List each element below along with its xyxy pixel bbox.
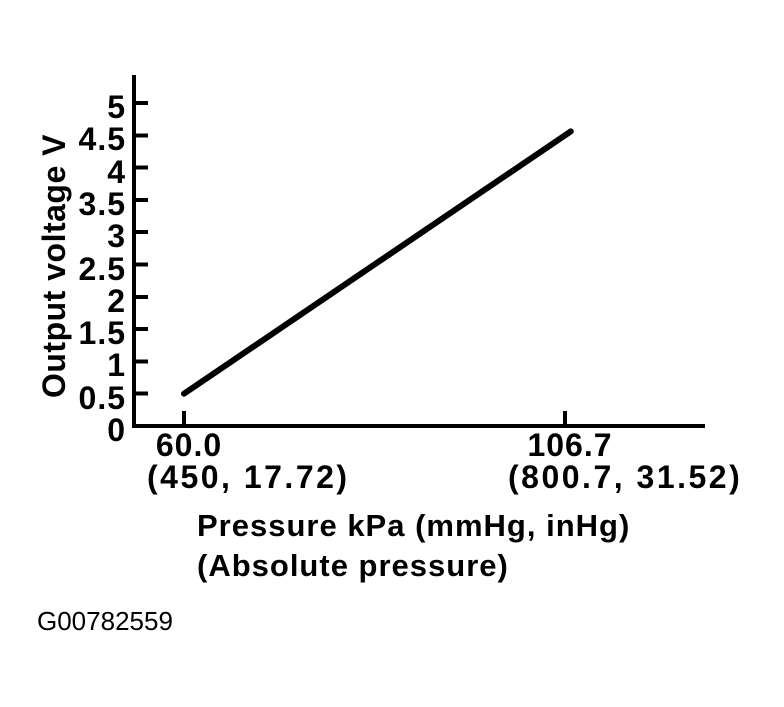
y-tick-label: 5	[107, 89, 126, 125]
y-tick-label: 0.5	[78, 379, 126, 416]
data-line	[181, 128, 574, 397]
y-tick-label: 1	[107, 347, 126, 384]
x-tick-label: 106.7	[527, 427, 613, 463]
y-tick-label: 2.5	[78, 250, 126, 287]
x-axis-title-line2: (Absolute pressure)	[197, 548, 509, 583]
y-tick-label: 2	[107, 282, 126, 319]
y-tick-label: 3	[107, 218, 126, 255]
y-tick-label: 4	[107, 153, 126, 190]
y-axis-title: Output voltage V	[36, 134, 72, 398]
y-tick-label: 1.5	[78, 315, 126, 352]
x-axis-title-line1: Pressure kPa (mmHg, inHg)	[197, 508, 631, 543]
figure-id: G00782559	[37, 606, 173, 636]
x-tick-sublabel: (800.7, 31.52)	[508, 459, 743, 495]
y-tick-label: 4.5	[78, 121, 126, 158]
y-tick-label: 0	[107, 412, 126, 448]
x-tick-sublabel: (450, 17.72)	[147, 459, 350, 495]
x-tick-label: 60.0	[155, 427, 223, 463]
y-tick-label: 3.5	[78, 185, 126, 222]
